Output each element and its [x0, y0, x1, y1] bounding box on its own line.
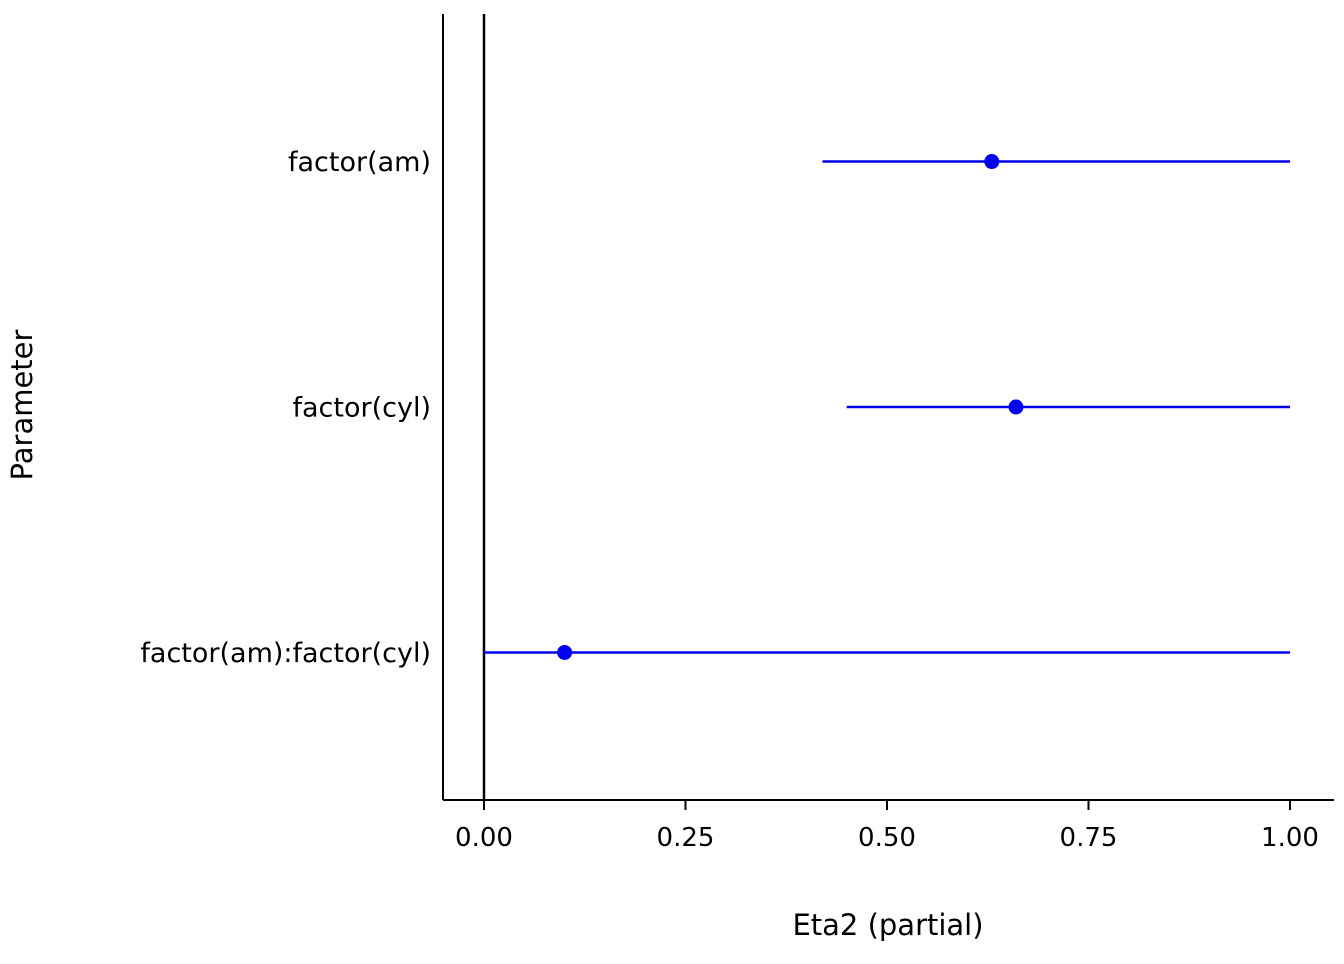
- x-tick-label: 0.25: [657, 823, 715, 853]
- point-estimate: [1008, 399, 1024, 415]
- x-tick-label: 0.50: [858, 823, 916, 853]
- x-tick-label: 0.00: [455, 823, 513, 853]
- x-axis-title: Eta2 (partial): [792, 908, 983, 942]
- category-label: factor(am):factor(cyl): [140, 638, 431, 669]
- x-tick-label: 1.00: [1261, 823, 1319, 853]
- x-tick-label: 0.75: [1060, 823, 1118, 853]
- category-label: factor(am): [288, 147, 431, 178]
- point-estimate: [984, 154, 1000, 170]
- plot-area: 0.00 0.25 0.50 0.75 1.00 factor(am) factor(cyl…: [140, 14, 1334, 853]
- category-label: factor(cyl): [293, 392, 432, 423]
- point-estimate: [557, 644, 573, 660]
- y-axis-title: Parameter: [5, 329, 39, 480]
